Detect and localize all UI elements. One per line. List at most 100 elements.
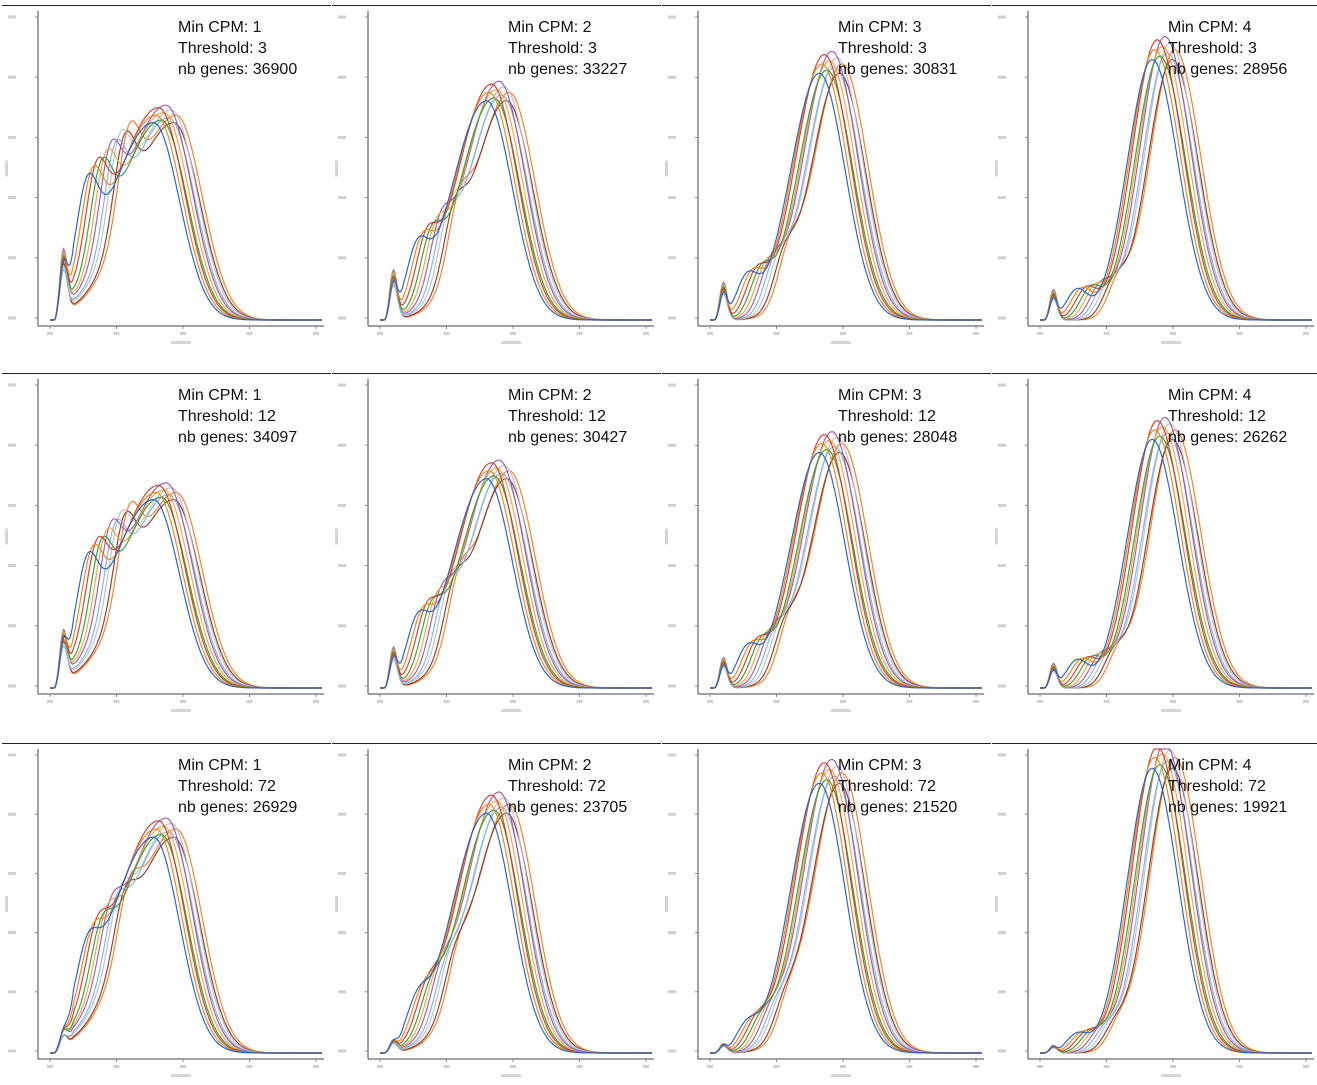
panel-annotation: Min CPM: 3 Threshold: 72 nb genes: 21520 [838, 755, 957, 818]
threshold-label: Threshold: 72 [508, 778, 606, 795]
density-curve [1040, 58, 1312, 321]
density-plot [662, 743, 991, 1077]
x-tick-mark [973, 332, 979, 335]
x-tick-mark [510, 332, 516, 335]
nb-genes-label: nb genes: 26262 [1168, 429, 1288, 446]
density-curve [1040, 426, 1312, 689]
min-cpm-label: Min CPM: 1 [178, 19, 262, 36]
nb-genes-label: nb genes: 33227 [508, 61, 628, 78]
y-axis-title [5, 528, 8, 545]
y-tick-mark [338, 443, 346, 447]
density-curve [380, 812, 652, 1054]
y-axis-title [665, 896, 668, 912]
x-tick-mark [1170, 332, 1176, 335]
y-tick-mark [8, 684, 16, 688]
density-curve [710, 451, 982, 689]
density-curve [380, 462, 652, 689]
x-tick-mark [576, 700, 583, 703]
x-tick-mark [1170, 700, 1176, 703]
nb-genes-label: nb genes: 28048 [838, 429, 958, 446]
x-tick-mark [180, 1065, 186, 1068]
x-tick-mark [47, 1065, 53, 1068]
y-tick-mark [338, 624, 346, 628]
density-curve [50, 121, 322, 321]
density-curve [710, 434, 982, 689]
y-tick-mark [338, 383, 346, 387]
y-tick-mark [8, 443, 16, 447]
threshold-label: Threshold: 12 [1168, 408, 1266, 425]
y-tick-mark [668, 196, 676, 200]
panel-annotation: Min CPM: 2 Threshold: 12 nb genes: 30427 [508, 385, 627, 448]
y-tick-mark [8, 15, 16, 19]
x-tick-mark [1103, 1065, 1110, 1068]
y-tick-mark [338, 753, 346, 757]
x-tick-mark [377, 332, 383, 335]
y-axis-title [995, 528, 998, 545]
y-tick-mark [668, 256, 676, 260]
x-tick-mark [246, 1065, 253, 1068]
density-panel: Min CPM: 3 Threshold: 72 nb genes: 21520 [662, 743, 991, 1083]
panel-annotation: Min CPM: 1 Threshold: 3 nb genes: 36900 [178, 17, 297, 80]
nb-genes-label: nb genes: 30427 [508, 429, 628, 446]
x-tick-mark [906, 700, 913, 703]
x-tick-mark [840, 332, 846, 335]
x-tick-mark [707, 700, 713, 703]
x-tick-mark [510, 1065, 516, 1068]
x-tick-mark [707, 1065, 713, 1068]
density-curve [710, 57, 982, 321]
x-tick-mark [1236, 1065, 1243, 1068]
density-curve [1040, 432, 1312, 689]
density-curve [710, 72, 982, 321]
density-curve [710, 63, 982, 321]
nb-genes-label: nb genes: 30831 [838, 61, 958, 78]
x-tick-mark [773, 1065, 780, 1068]
y-tick-mark [998, 753, 1006, 757]
y-tick-mark [8, 135, 16, 139]
x-tick-mark [1037, 332, 1043, 335]
density-curve [1040, 52, 1312, 321]
x-tick-mark [906, 332, 913, 335]
x-tick-mark [1103, 332, 1110, 335]
density-curve [710, 439, 982, 689]
y-tick-mark [668, 75, 676, 79]
y-tick-mark [998, 871, 1006, 875]
y-tick-mark [998, 316, 1006, 320]
x-tick-mark [377, 1065, 383, 1068]
density-curve [50, 833, 322, 1054]
nb-genes-label: nb genes: 36900 [178, 61, 298, 78]
y-tick-mark [998, 624, 1006, 628]
min-cpm-label: Min CPM: 3 [838, 387, 922, 404]
min-cpm-label: Min CPM: 1 [178, 387, 262, 404]
x-tick-mark [47, 332, 53, 335]
density-panel: Min CPM: 3 Threshold: 3 nb genes: 30831 [662, 5, 991, 350]
panel-annotation: Min CPM: 1 Threshold: 12 nb genes: 34097 [178, 385, 297, 448]
y-tick-mark [668, 931, 676, 935]
x-tick-mark [973, 700, 979, 703]
y-tick-mark [668, 564, 676, 568]
density-panel: Min CPM: 4 Threshold: 72 nb genes: 19921 [992, 743, 1317, 1083]
nb-genes-label: nb genes: 19921 [1168, 799, 1288, 816]
x-tick-mark [1303, 700, 1309, 703]
y-tick-mark [8, 564, 16, 568]
x-tick-mark [840, 1065, 846, 1068]
density-curve [1040, 49, 1312, 321]
y-tick-mark [338, 1049, 346, 1053]
x-axis-title [501, 341, 521, 344]
y-tick-mark [338, 135, 346, 139]
density-panel: Min CPM: 1 Threshold: 12 nb genes: 34097 [2, 373, 331, 718]
density-curve [380, 791, 652, 1054]
density-plot [332, 743, 661, 1077]
y-tick-mark [8, 316, 16, 320]
y-tick-mark [668, 135, 676, 139]
panel-annotation: Min CPM: 4 Threshold: 12 nb genes: 26262 [1168, 385, 1287, 448]
threshold-label: Threshold: 12 [178, 408, 276, 425]
x-tick-mark [113, 1065, 120, 1068]
density-plot [992, 373, 1317, 712]
x-axis-title [501, 1074, 521, 1077]
x-tick-mark [180, 332, 186, 335]
density-curve [710, 446, 982, 689]
x-tick-mark [576, 1065, 583, 1068]
y-tick-mark [338, 931, 346, 935]
x-tick-mark [643, 700, 649, 703]
y-tick-mark [998, 75, 1006, 79]
